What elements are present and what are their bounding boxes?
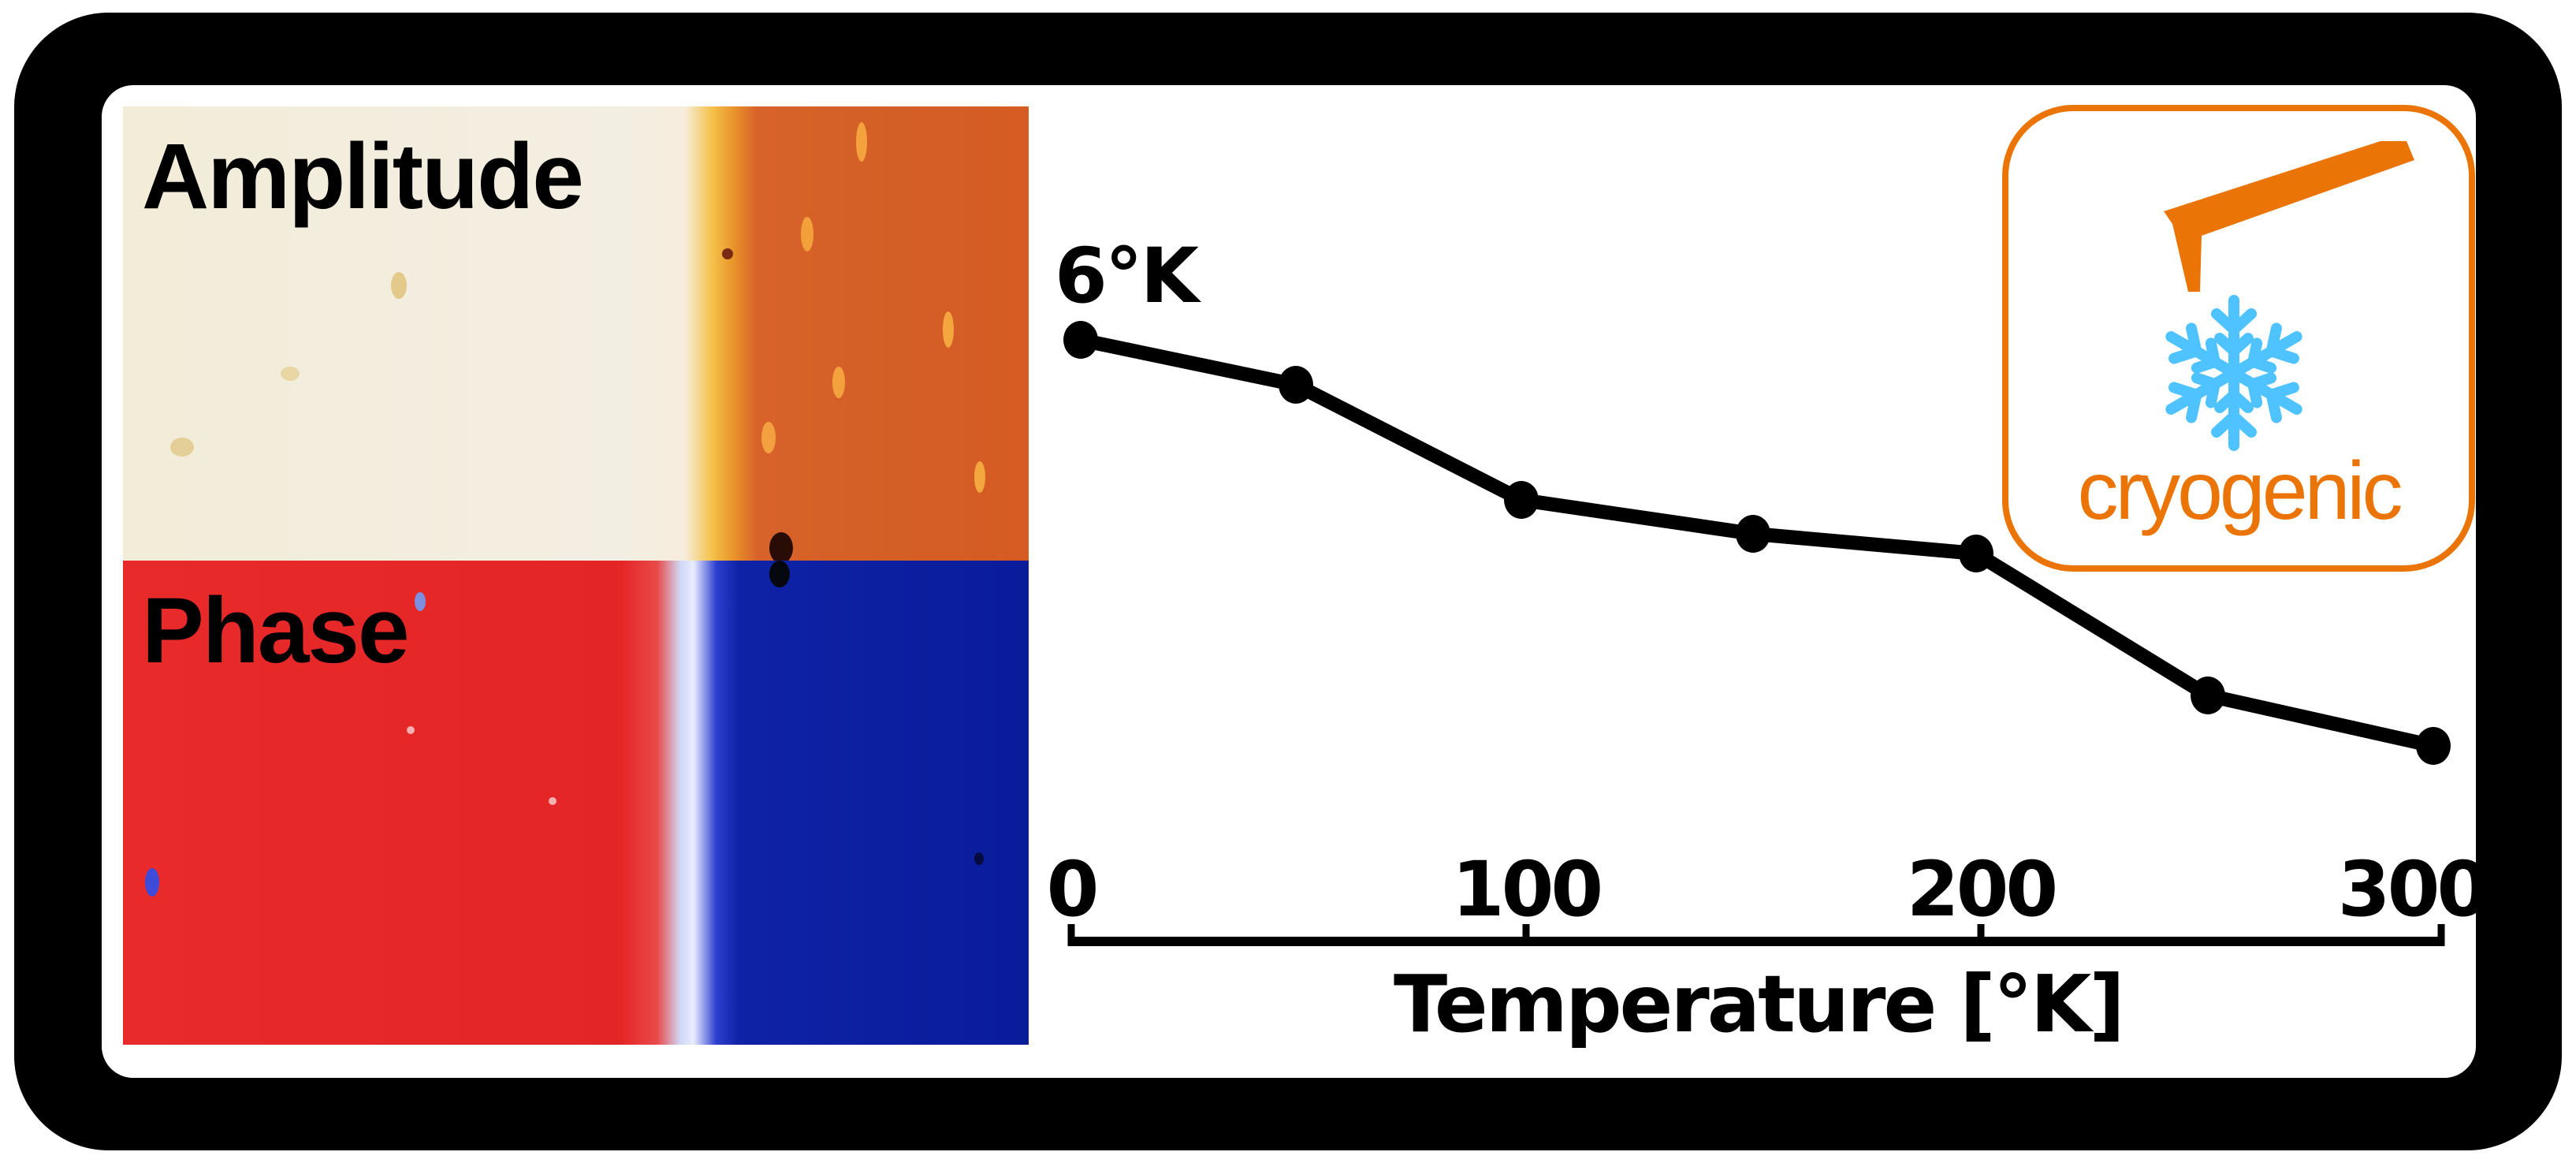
snowflake-icon bbox=[2155, 295, 2313, 452]
cryogenic-label: cryogenic bbox=[2077, 445, 2403, 537]
phase-label: Phase bbox=[142, 579, 410, 683]
amplitude-image: Amplitude bbox=[123, 106, 1029, 561]
x-tick-300: 300 bbox=[2337, 845, 2489, 934]
x-tick-0: 0 bbox=[1046, 845, 1100, 934]
x-axis-title: Temperature [°K] bbox=[1394, 958, 2125, 1050]
low-temp-annotation: 6°K bbox=[1055, 232, 1199, 320]
x-axis bbox=[1067, 924, 2445, 946]
phase-image: Phase bbox=[123, 561, 1029, 1045]
amplitude-label: Amplitude bbox=[142, 125, 584, 229]
afm-cantilever-icon bbox=[2164, 141, 2414, 292]
data-markers bbox=[1063, 321, 2451, 765]
x-tick-200: 200 bbox=[1906, 845, 2058, 934]
cryogenic-badge: cryogenic bbox=[2002, 105, 2475, 572]
x-tick-100: 100 bbox=[1451, 845, 1603, 934]
